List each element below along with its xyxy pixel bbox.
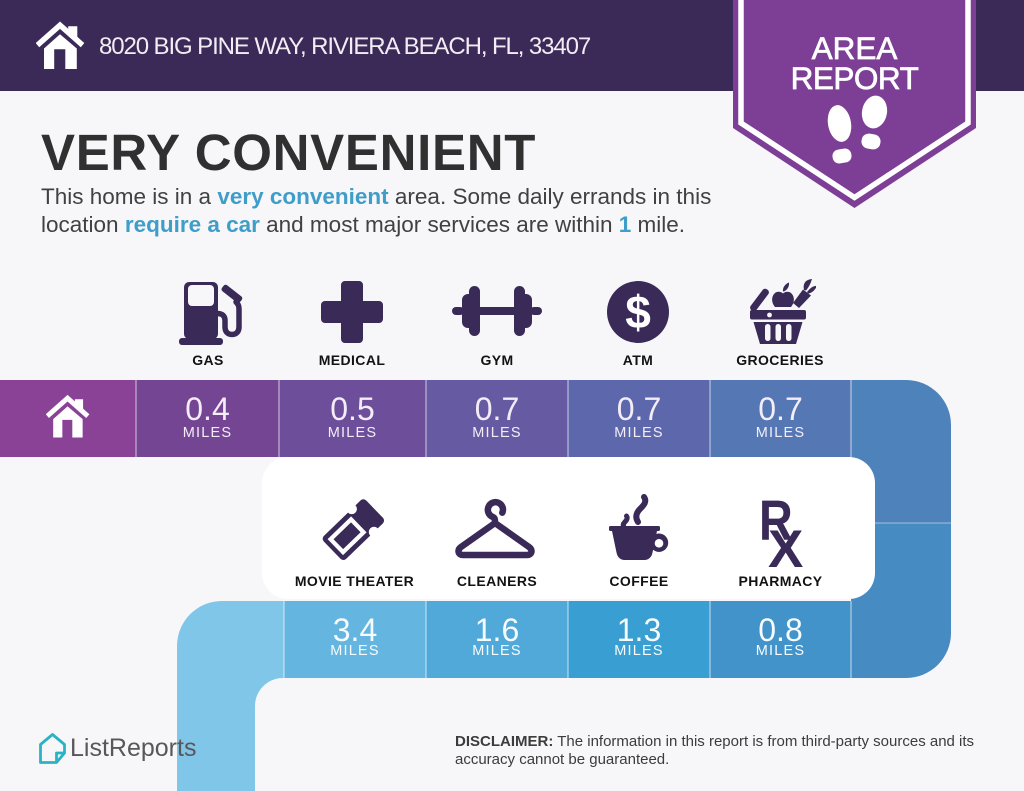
svg-text:AREA: AREA — [812, 30, 898, 66]
svg-text:REPORT: REPORT — [791, 60, 919, 96]
svg-text:$: $ — [625, 286, 651, 338]
